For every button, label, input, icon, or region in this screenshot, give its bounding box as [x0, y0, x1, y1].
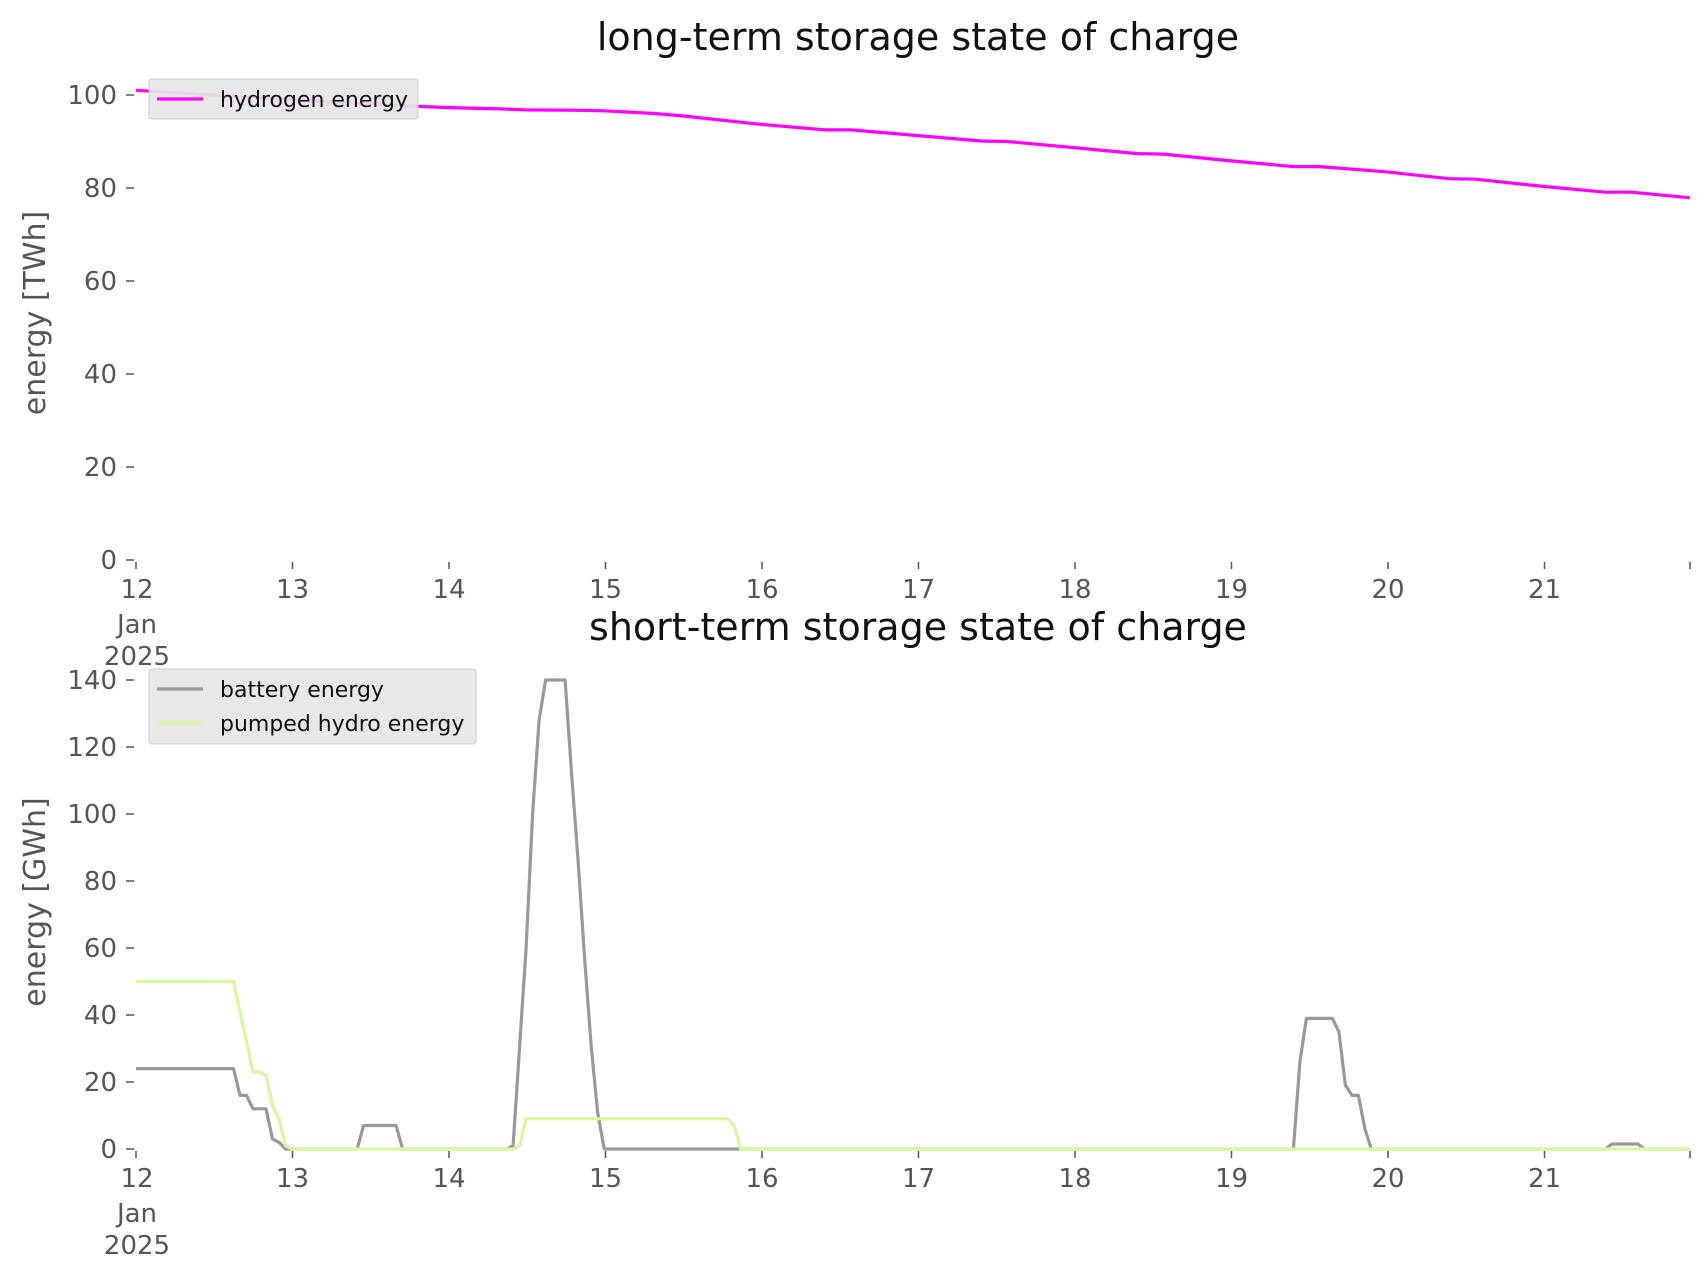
x-tick-label: 16 [745, 575, 778, 605]
chart-title: short-term storage state of charge [589, 605, 1247, 649]
y-tick-label: 40 [84, 1001, 117, 1031]
x-tick-label: 21 [1528, 575, 1561, 605]
x-tick-label: 21 [1528, 1164, 1561, 1194]
y-tick-label: 0 [100, 1135, 117, 1165]
x-tick-label: 14 [432, 1164, 465, 1194]
legend-box [148, 668, 477, 745]
x-tick-label: 15 [589, 1164, 622, 1194]
y-tick-label: 80 [84, 174, 117, 204]
y-tick-label: 20 [84, 1068, 117, 1098]
x-tick-label: 13 [276, 1164, 309, 1194]
y-tick-label: 80 [84, 867, 117, 897]
x-tick-label: 15 [589, 575, 622, 605]
x-tick-sublabel: 2025 [104, 642, 170, 672]
x-tick-label: 17 [902, 575, 935, 605]
x-tick-label: 19 [1215, 575, 1248, 605]
long-term-storage-chart: long-term storage state of charge energy … [18, 15, 1691, 672]
y-axis-label: energy [TWh] [18, 211, 53, 415]
x-tick-label: 18 [1058, 1164, 1091, 1194]
y-tick-label: 100 [67, 81, 117, 111]
legend-label: hydrogen energy [220, 88, 408, 113]
x-tick-label: 14 [432, 575, 465, 605]
x-tick-label: 17 [902, 1164, 935, 1194]
legend: battery energy pumped hydro energy [148, 668, 477, 745]
y-axis-label: energy [GWh] [18, 797, 53, 1006]
series-line-hydrogen-energy [135, 88, 1691, 200]
y-tick-label: 0 [100, 546, 117, 576]
chart-title: long-term storage state of charge [597, 15, 1239, 59]
x-tick-label: 13 [276, 575, 309, 605]
y-tick-label: 20 [84, 453, 117, 483]
legend: hydrogen energy [148, 78, 419, 120]
legend-label: battery energy [220, 678, 384, 703]
x-tick-sublabel: Jan [115, 1199, 157, 1229]
x-tick-sublabel: Jan [115, 610, 157, 640]
y-tick-label: 120 [67, 733, 117, 763]
series-line-pumped-hydro-energy [136, 979, 1690, 1151]
y-tick-label: 60 [84, 934, 117, 964]
y-tick-label: 60 [84, 267, 117, 297]
series-line-battery-energy [136, 678, 1690, 1151]
y-tick-label: 100 [67, 800, 117, 830]
x-tick-label: 19 [1215, 1164, 1248, 1194]
x-tick-label: 20 [1371, 575, 1404, 605]
legend-label: pumped hydro energy [220, 712, 464, 737]
x-tick-label: 12 [120, 575, 153, 605]
y-tick-label: 140 [67, 666, 117, 696]
x-tick-label: 12 [120, 1164, 153, 1194]
short-term-storage-chart: short-term storage state of charge energy… [18, 605, 1691, 1261]
x-tick-label: 18 [1058, 575, 1091, 605]
legend-box [148, 78, 419, 120]
y-tick-label: 40 [84, 360, 117, 390]
x-tick-label: 20 [1371, 1164, 1404, 1194]
x-tick-label: 16 [745, 1164, 778, 1194]
x-tick-sublabel: 2025 [104, 1231, 170, 1261]
